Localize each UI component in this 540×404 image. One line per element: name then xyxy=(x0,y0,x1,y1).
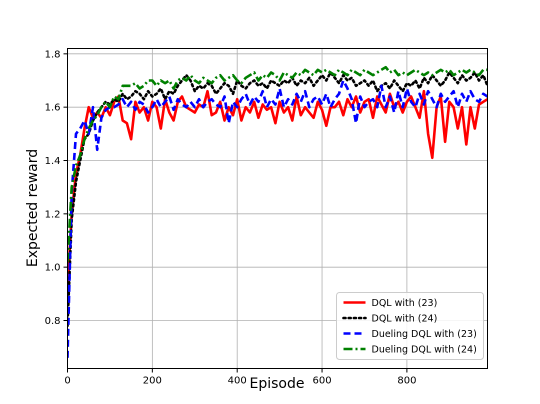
legend-label: Dueling DQL with (24) xyxy=(372,345,477,356)
plot-frame xyxy=(67,48,488,369)
series-line-4 xyxy=(67,65,488,262)
x-tick-label: 400 xyxy=(228,376,247,387)
y-tick-label: 1.6 xyxy=(45,103,61,114)
x-tick-label: 0 xyxy=(64,376,70,387)
y-tick-label: 1.0 xyxy=(45,263,61,274)
x-tick-label: 600 xyxy=(312,376,331,387)
series-lines xyxy=(67,65,488,358)
legend-box xyxy=(336,292,484,360)
x-tick-label: 200 xyxy=(143,376,162,387)
legend-label: Dueling DQL with (23) xyxy=(372,329,477,340)
x-tick-label: 800 xyxy=(397,376,416,387)
y-tick-label: 0.8 xyxy=(45,316,61,327)
legend-label: DQL with (23) xyxy=(372,298,438,309)
series-line-3 xyxy=(67,79,488,358)
y-axis: 0.8 1.0 1.2 1.4 1.6 1.8 xyxy=(45,49,68,327)
y-tick-label: 1.8 xyxy=(45,49,61,60)
y-tick-label: 1.2 xyxy=(45,209,61,220)
legend: DQL with (23) DQL with (24) Dueling DQL wi… xyxy=(336,292,484,360)
y-axis-title: Expected reward xyxy=(25,149,41,267)
x-axis-title: Episode xyxy=(250,376,305,392)
series-line-2 xyxy=(67,71,488,328)
x-axis: 0 200 400 600 800 xyxy=(64,368,416,387)
series-line-1 xyxy=(67,89,488,289)
legend-label: DQL with (24) xyxy=(372,314,438,325)
y-tick-label: 1.4 xyxy=(45,156,61,167)
